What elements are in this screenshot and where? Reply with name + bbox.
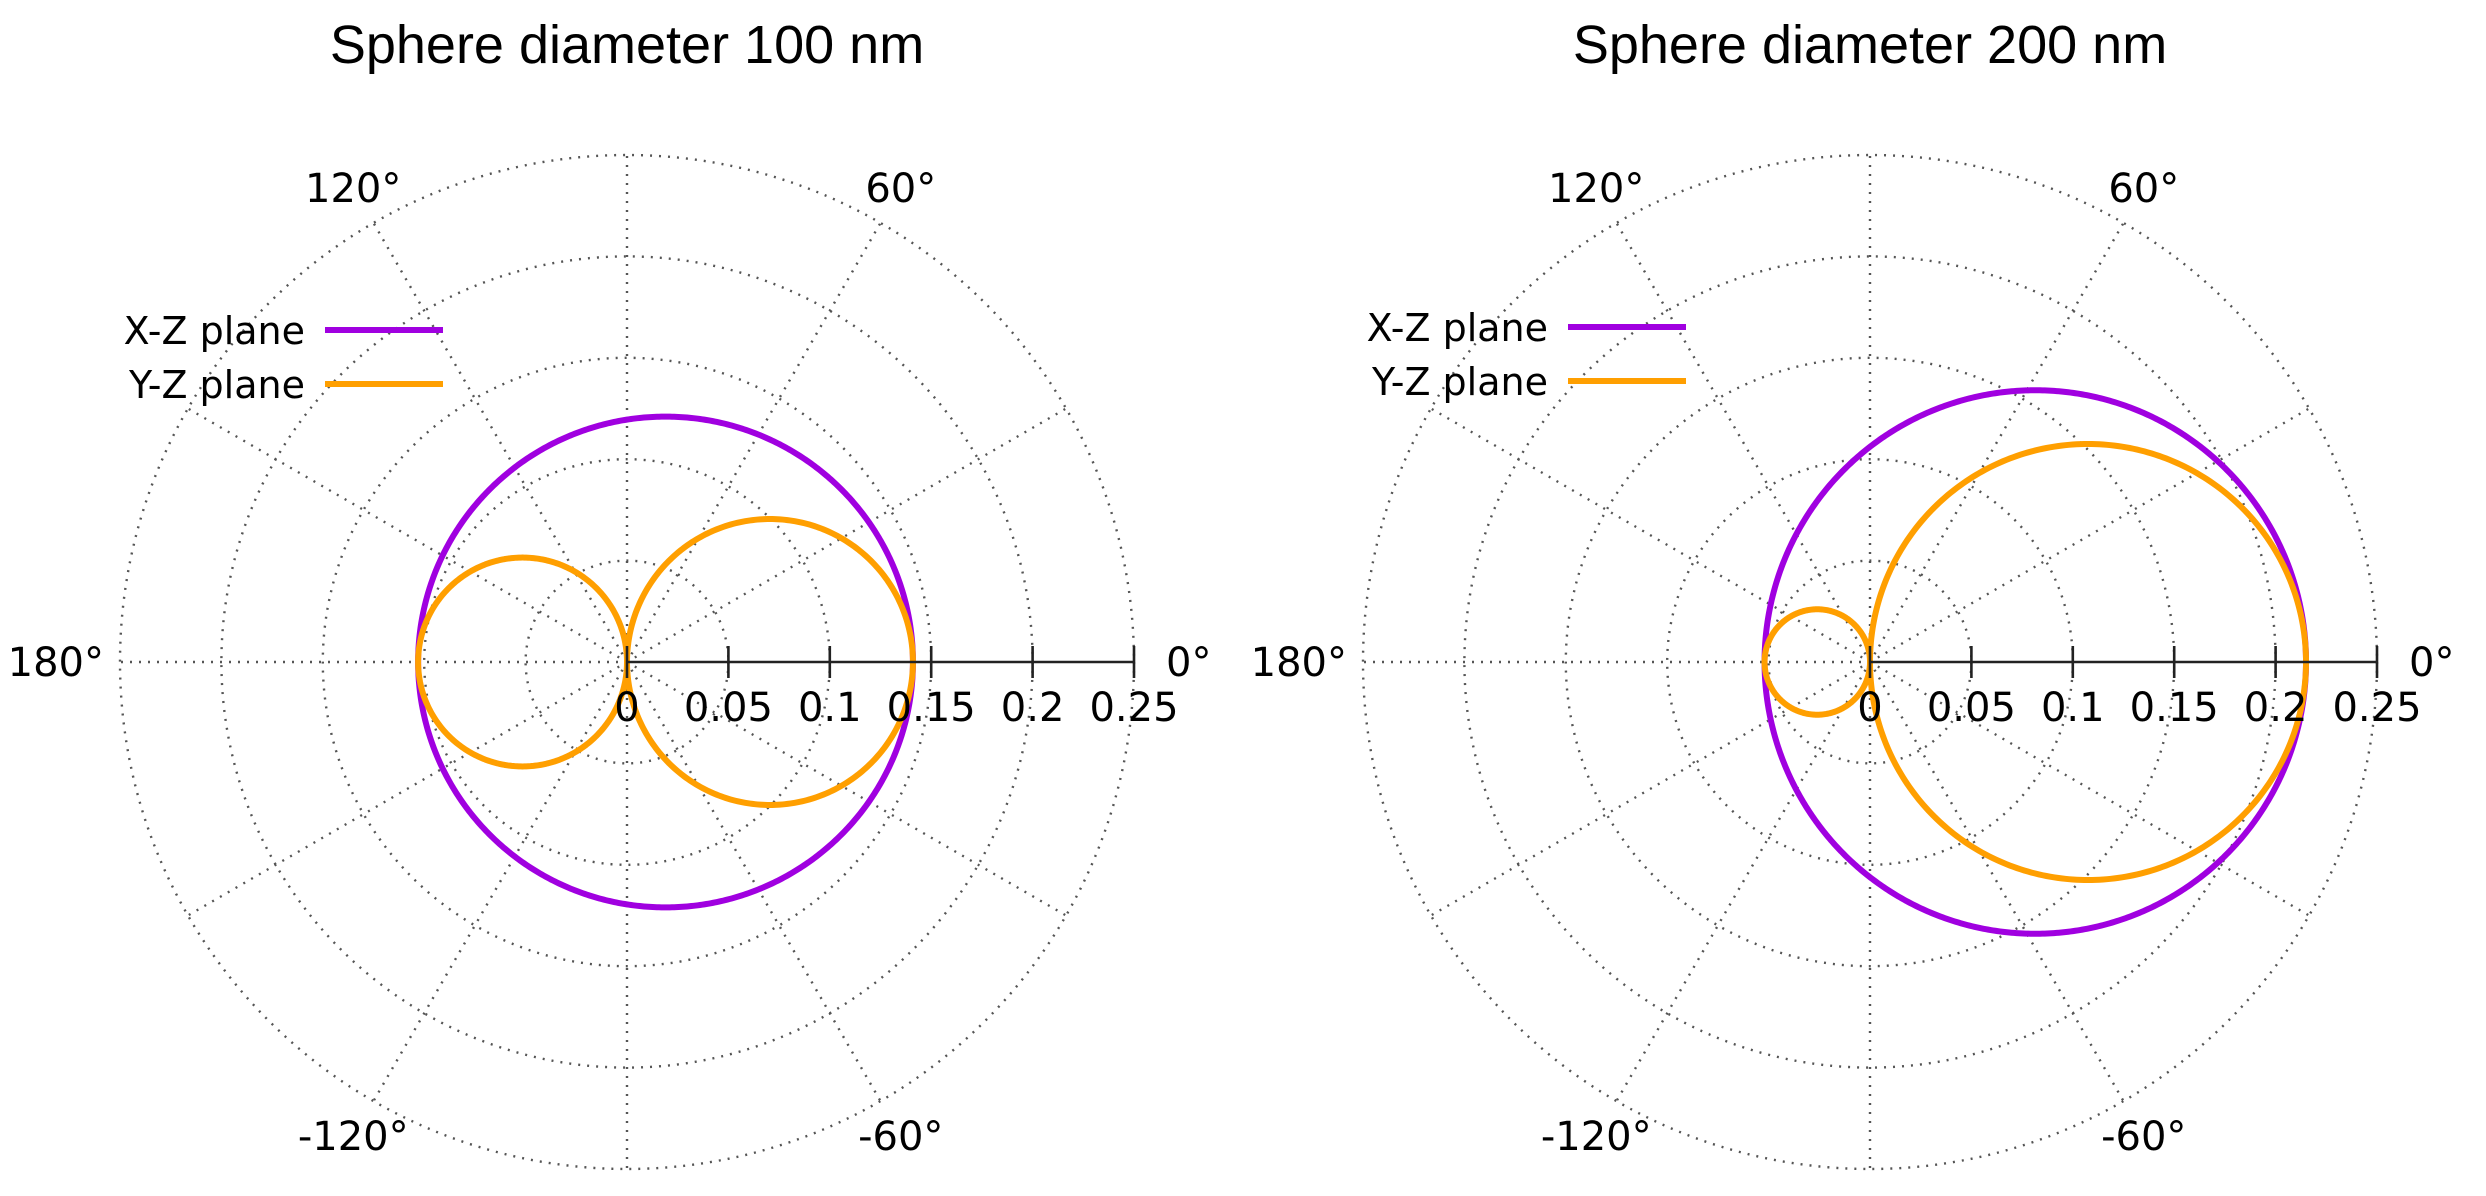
radial-tick-label: 0.1 <box>2041 685 2105 731</box>
radial-tick-label: 0.15 <box>2130 685 2219 731</box>
legend-label: Y-Z plane <box>1371 360 1548 404</box>
grid-spoke <box>1430 660 1871 917</box>
angle-label: 120° <box>305 166 401 212</box>
radial-tick-label: 0.25 <box>2332 685 2421 731</box>
grid-spoke <box>626 407 1067 664</box>
angle-label: 60° <box>865 166 936 212</box>
legend-label: X-Z plane <box>124 309 305 353</box>
grid-spoke <box>187 660 628 917</box>
radial-tick-label: 0.25 <box>1089 685 1178 731</box>
radial-tick-label: 0.05 <box>684 685 773 731</box>
grid-spoke <box>1868 661 2125 1102</box>
grid-spoke <box>1615 222 1872 663</box>
radial-tick-label: 0 <box>614 685 639 731</box>
radial-tick-label: 0.2 <box>1001 685 1065 731</box>
angle-label: -120° <box>298 1114 409 1160</box>
radial-tick-label: 0.1 <box>798 685 862 731</box>
polar-chart-200nm: Sphere diameter 200 nm 0 0.05 0.1 0.15 0.2 0.2… <box>1251 15 2454 1171</box>
grid-spoke <box>372 661 629 1102</box>
angle-label: -60° <box>858 1114 943 1160</box>
angle-label: 120° <box>1548 166 1644 212</box>
legend-label: X-Z plane <box>1367 306 1548 350</box>
legend-label: Y-Z plane <box>128 363 305 407</box>
chart-title: Sphere diameter 200 nm <box>1573 15 2167 75</box>
grid-spoke <box>372 222 629 663</box>
grid-spoke <box>626 660 1067 917</box>
angle-label: 60° <box>2108 166 2179 212</box>
grid-spoke <box>625 222 882 663</box>
grid-spoke <box>1430 407 1871 664</box>
polar-chart-100nm: Sphere diameter 100 nm 0 0.05 0.1 0.15 0.2 0.2… <box>8 15 1211 1171</box>
angle-label: 0° <box>2409 640 2454 686</box>
angle-label: 180° <box>8 640 104 686</box>
radial-tick-label: 0.15 <box>887 685 976 731</box>
radial-tick-label: 0 <box>1857 685 1882 731</box>
angle-label: -60° <box>2101 1114 2186 1160</box>
radial-tick-label: 0.2 <box>2244 685 2308 731</box>
grid-spoke <box>1869 660 2310 917</box>
grid-spoke <box>187 407 628 664</box>
series-curve-y-z-plane <box>415 516 916 808</box>
grid-spoke <box>1615 661 1872 1102</box>
angle-label: 0° <box>1166 640 1211 686</box>
grid-spoke <box>1869 407 2310 664</box>
grid-spoke <box>625 661 882 1102</box>
radial-tick-label: 0.05 <box>1927 685 2016 731</box>
angle-label: 180° <box>1251 640 1347 686</box>
grid-spoke <box>1868 222 2125 663</box>
angle-label: -120° <box>1541 1114 1652 1160</box>
chart-title: Sphere diameter 100 nm <box>330 15 924 75</box>
series-curve-y-z-plane <box>1761 440 2310 884</box>
